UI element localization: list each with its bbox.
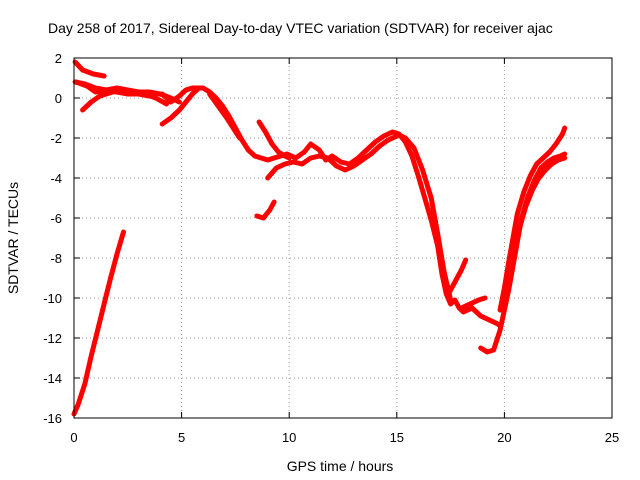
y-tick-label: -12 bbox=[43, 331, 62, 346]
y-tick-label: 2 bbox=[55, 51, 62, 66]
grid bbox=[74, 58, 612, 418]
plot-frame bbox=[73, 57, 613, 419]
series-line-track-6 bbox=[265, 133, 400, 181]
series-line-track-9 bbox=[159, 85, 202, 127]
series-line-track-5 bbox=[159, 85, 503, 329]
series-line-track-11 bbox=[445, 257, 469, 297]
chart-title: Day 258 of 2017, Sidereal Day-to-day VTE… bbox=[48, 20, 553, 36]
x-tick-label: 15 bbox=[390, 430, 404, 445]
y-tick-label: -14 bbox=[43, 371, 62, 386]
y-tick-label: -6 bbox=[50, 211, 62, 226]
series-line-track-8 bbox=[207, 91, 243, 141]
series-line-track-16 bbox=[254, 199, 277, 221]
x-tick-label: 20 bbox=[497, 430, 511, 445]
series-line-track-7 bbox=[256, 119, 292, 161]
series-line-track-4 bbox=[72, 79, 152, 99]
x-tick-label: 0 bbox=[70, 430, 77, 445]
y-tick-label: -8 bbox=[50, 251, 62, 266]
series-line-track-17 bbox=[71, 229, 126, 417]
y-tick-label: -4 bbox=[50, 171, 62, 186]
x-tick-label: 25 bbox=[605, 430, 619, 445]
x-tick-label: 10 bbox=[282, 430, 296, 445]
x-tick-label: 5 bbox=[178, 430, 185, 445]
x-axis-label: GPS time / hours bbox=[287, 458, 394, 474]
series-line-track-10 bbox=[394, 131, 454, 303]
series-line-track-15 bbox=[510, 155, 568, 261]
series-line-track-3 bbox=[80, 87, 169, 113]
y-tick-label: -16 bbox=[43, 411, 62, 426]
y-axis-label: SDTVAR / TECUs bbox=[5, 182, 21, 294]
y-tick-label: -2 bbox=[50, 131, 62, 146]
plot-series bbox=[71, 59, 568, 417]
series-line-track-1 bbox=[72, 59, 107, 79]
series-line-track-14 bbox=[497, 125, 568, 313]
y-tick-label: 0 bbox=[55, 91, 62, 106]
y-tick-label: -10 bbox=[43, 291, 62, 306]
series-line-track-12 bbox=[458, 295, 488, 311]
